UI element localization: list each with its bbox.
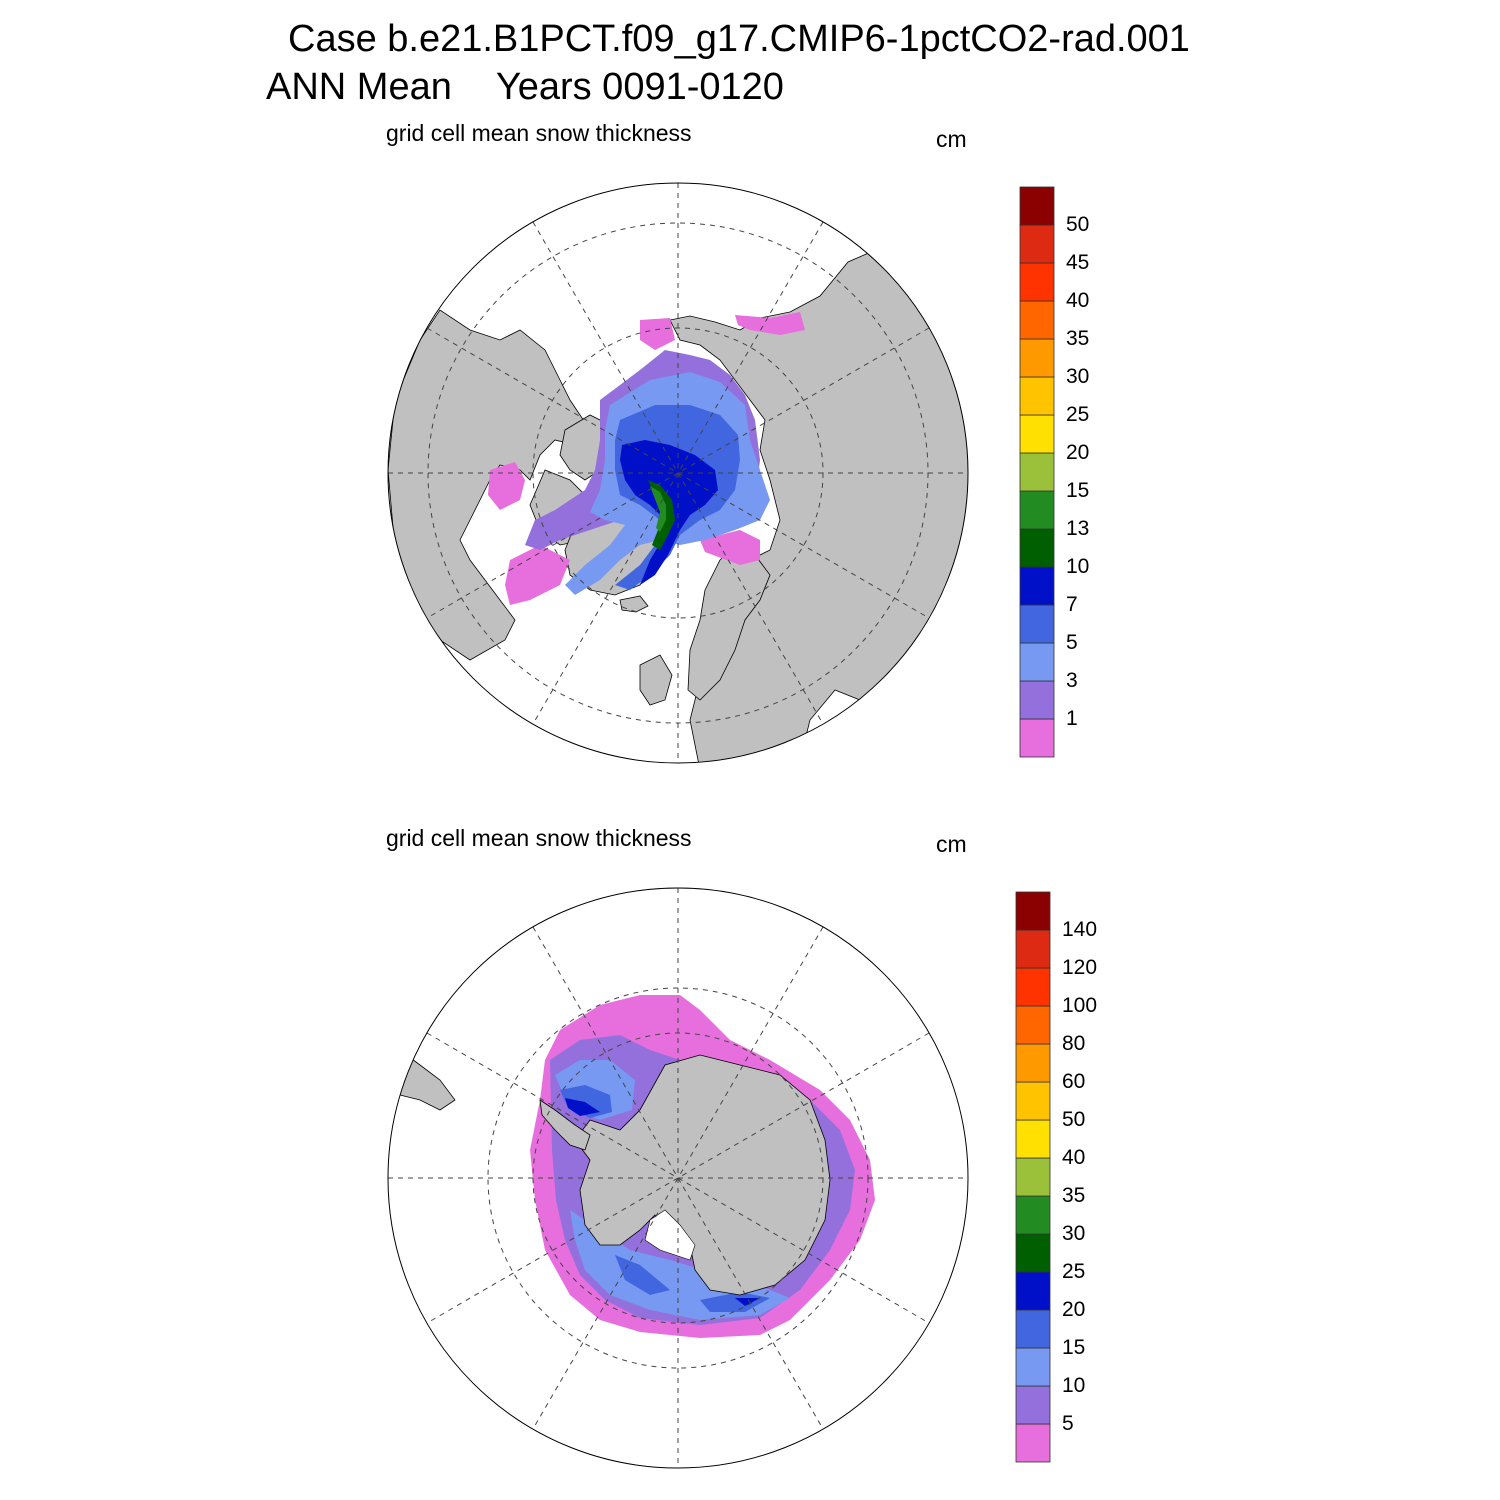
antarctic-map-border — [387, 887, 969, 1469]
south-colorbar-box — [1015, 1385, 1051, 1425]
north-colorbar-box — [1019, 338, 1055, 378]
south-colorbar-label: 20 — [1062, 1298, 1086, 1321]
north-colorbar-label: 7 — [1066, 593, 1078, 616]
north-colorbar-box — [1019, 224, 1055, 264]
south-colorbar-label: 120 — [1062, 956, 1098, 979]
north-panel-subtitle: grid cell mean snow thickness — [386, 120, 692, 146]
north-panel-units: cm — [936, 126, 967, 152]
north-colorbar-label: 45 — [1066, 251, 1090, 274]
south-panel-subtitle: grid cell mean snow thickness — [386, 825, 692, 851]
south-colorbar-label: 35 — [1062, 1184, 1086, 1207]
arctic-land-north-america — [388, 309, 591, 661]
north-colorbar — [1019, 186, 1055, 758]
south-colorbar-label: 100 — [1062, 994, 1098, 1017]
south-colorbar-label: 40 — [1062, 1146, 1086, 1169]
period-title: ANN Mean Years 0091-0120 — [266, 66, 784, 109]
north-colorbar-box — [1019, 642, 1055, 682]
south-colorbar-box — [1015, 1043, 1051, 1083]
north-colorbar-box — [1019, 528, 1055, 568]
antarctic-ice-shelf-ross — [644, 1209, 696, 1261]
north-colorbar-label: 15 — [1066, 479, 1090, 502]
north-colorbar-box — [1019, 262, 1055, 302]
north-colorbar-label: 1 — [1066, 707, 1078, 730]
arctic-graticule — [388, 183, 968, 763]
north-colorbar-label: 30 — [1066, 365, 1090, 388]
south-colorbar-box — [1015, 1309, 1051, 1349]
south-colorbar-box — [1015, 1423, 1051, 1463]
south-colorbar-label: 50 — [1062, 1108, 1086, 1131]
north-colorbar-box — [1019, 300, 1055, 340]
south-colorbar-label: 25 — [1062, 1260, 1086, 1283]
north-colorbar-label: 40 — [1066, 289, 1090, 312]
case-title: Case b.e21.B1PCT.f09_g17.CMIP6-1pctCO2-r… — [288, 18, 1190, 60]
north-colorbar-label: 50 — [1066, 213, 1090, 236]
south-colorbar-box — [1015, 967, 1051, 1007]
arctic-land-iceland — [619, 595, 649, 613]
arctic-snow-band-0-1 — [488, 312, 805, 605]
south-panel-units: cm — [936, 831, 967, 857]
antarctic-land-peninsula — [539, 1099, 591, 1151]
antarctic-map — [387, 887, 969, 1469]
south-colorbar-label: 15 — [1062, 1336, 1086, 1359]
north-colorbar-label: 10 — [1066, 555, 1090, 578]
north-colorbar-box — [1019, 452, 1055, 492]
south-colorbar-box — [1015, 1081, 1051, 1121]
south-colorbar-label: 10 — [1062, 1374, 1086, 1397]
antarctic-graticule — [388, 888, 968, 1468]
north-colorbar-box — [1019, 718, 1055, 758]
south-colorbar-box — [1015, 1347, 1051, 1387]
north-colorbar-label: 13 — [1066, 517, 1090, 540]
arctic-snow-band-13-15 — [650, 486, 666, 532]
south-colorbar-box — [1015, 891, 1051, 931]
north-colorbar-box — [1019, 490, 1055, 530]
north-colorbar-box — [1019, 414, 1055, 454]
antarctic-snow-band-10-15 — [555, 1060, 790, 1320]
arctic-land-british-isles — [639, 654, 673, 706]
north-colorbar-label: 20 — [1066, 441, 1090, 464]
south-colorbar-box — [1015, 1271, 1051, 1311]
south-colorbar-box — [1015, 1233, 1051, 1273]
north-colorbar-box — [1019, 680, 1055, 720]
south-colorbar-label: 60 — [1062, 1070, 1086, 1093]
north-colorbar-box — [1019, 566, 1055, 606]
north-colorbar-label: 25 — [1066, 403, 1090, 426]
south-colorbar-box — [1015, 1157, 1051, 1197]
arctic-map — [387, 182, 969, 764]
south-colorbar-label: 140 — [1062, 918, 1098, 941]
south-colorbar-box — [1015, 1119, 1051, 1159]
years-label: Years 0091-0120 — [495, 66, 784, 108]
antarctic-land-antarctica — [574, 1054, 831, 1296]
north-colorbar-label: 5 — [1066, 631, 1078, 654]
north-colorbar-label: 35 — [1066, 327, 1090, 350]
arctic-map-border — [387, 182, 969, 764]
north-colorbar-box — [1019, 376, 1055, 416]
season-label: ANN Mean — [266, 66, 452, 108]
south-colorbar — [1015, 891, 1051, 1463]
north-colorbar-label: 3 — [1066, 669, 1078, 692]
north-colorbar-box — [1019, 604, 1055, 644]
south-colorbar-label: 5 — [1062, 1412, 1074, 1435]
south-colorbar-label: 80 — [1062, 1032, 1086, 1055]
south-colorbar-box — [1015, 1005, 1051, 1045]
south-colorbar-box — [1015, 929, 1051, 969]
south-colorbar-box — [1015, 1195, 1051, 1235]
north-colorbar-box — [1019, 186, 1055, 226]
south-colorbar-label: 30 — [1062, 1222, 1086, 1245]
